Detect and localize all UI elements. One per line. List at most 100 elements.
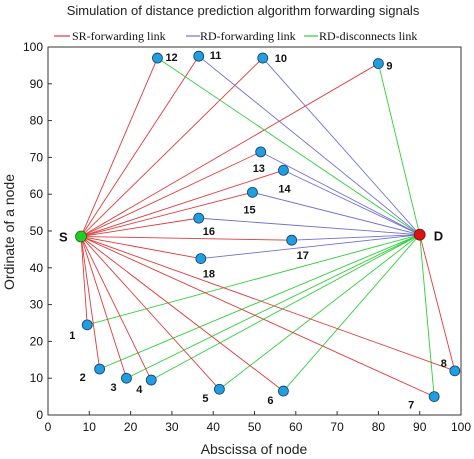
chart-title: Simulation of distance prediction algori… xyxy=(67,3,420,18)
sr-link-line xyxy=(80,169,284,237)
node-point xyxy=(255,146,267,158)
node-point xyxy=(195,253,207,265)
node-point xyxy=(152,52,163,64)
x-tick-label: 100 xyxy=(451,420,471,434)
sr-link-line xyxy=(80,191,253,237)
node-label: 13 xyxy=(253,163,265,175)
y-tick-label: 60 xyxy=(30,187,44,201)
node-label: 1 xyxy=(69,330,75,342)
plot-frame xyxy=(47,46,462,416)
node-label: 5 xyxy=(202,393,208,405)
sr-link-line xyxy=(80,57,264,237)
legend-label-disc: RD-disconnects link xyxy=(319,29,417,43)
node-label: 7 xyxy=(408,400,414,412)
node-label: 15 xyxy=(243,204,255,216)
y-tick-label: 90 xyxy=(30,77,44,91)
sr-link-line xyxy=(80,236,88,325)
sr-link-line xyxy=(80,217,199,237)
rd-link-line xyxy=(283,169,420,236)
sr-link-line xyxy=(80,236,201,260)
sr-link-line xyxy=(81,236,292,241)
y-tick-label: 70 xyxy=(30,150,44,164)
rd-link-line xyxy=(262,57,421,235)
node-point xyxy=(121,372,132,384)
node-point xyxy=(449,365,461,377)
y-tick-label: 80 xyxy=(30,114,44,128)
sr-link-line xyxy=(80,236,127,379)
x-tick-label: 20 xyxy=(124,420,138,434)
sr-link-line xyxy=(80,55,200,237)
x-tick-label: 90 xyxy=(413,420,427,434)
y-tick-label: 20 xyxy=(30,334,44,348)
sr-link-line xyxy=(80,63,379,237)
node-point xyxy=(213,383,225,395)
rd-disconnect-line xyxy=(219,234,420,390)
rd-link-line xyxy=(252,191,420,236)
sr-link-line xyxy=(80,236,101,370)
sr-link-line xyxy=(80,236,152,381)
x-tick-label: 10 xyxy=(83,420,97,434)
node-point xyxy=(257,52,269,64)
node-point xyxy=(428,391,440,403)
sr-link-line xyxy=(80,236,220,390)
sr-link-line xyxy=(80,236,455,372)
y-tick-label: 10 xyxy=(30,371,44,385)
node-label: 16 xyxy=(203,226,215,238)
rd-disconnect-line xyxy=(377,63,421,235)
x-tick-label: 50 xyxy=(248,420,262,434)
source-node-point xyxy=(75,230,87,243)
destination-node-point xyxy=(413,228,426,241)
y-tick-label: 40 xyxy=(30,261,44,275)
rd-link-line xyxy=(200,234,420,260)
node-point xyxy=(145,374,157,386)
x-axis-label: Abscissa of node xyxy=(201,441,308,457)
rd-link-line xyxy=(198,217,420,236)
node-point xyxy=(193,212,205,224)
rd-link-line xyxy=(260,151,420,236)
sr-link-line xyxy=(80,236,435,398)
node-label: 12 xyxy=(165,52,177,64)
node-label: 18 xyxy=(203,269,215,281)
rd-disconnect-line xyxy=(87,234,420,326)
node-point xyxy=(193,50,205,62)
node-point xyxy=(278,164,289,176)
node-point xyxy=(278,385,289,397)
x-tick-label: 40 xyxy=(207,420,221,434)
node-point xyxy=(94,363,106,375)
rd-link-line xyxy=(198,55,420,236)
node-label: 14 xyxy=(278,183,291,195)
x-tick-label: 80 xyxy=(372,420,386,434)
node-label: 11 xyxy=(210,50,222,62)
sr-link-line xyxy=(80,151,261,237)
node-point xyxy=(372,58,384,69)
rd-disconnect-line xyxy=(151,234,420,381)
node-label: 2 xyxy=(80,372,86,384)
sr-link-line xyxy=(80,57,158,237)
node-label: 6 xyxy=(267,395,273,407)
rd-disconnect-line xyxy=(99,234,420,370)
node-label: 4 xyxy=(136,384,143,396)
x-tick-label: 70 xyxy=(330,420,344,434)
y-tick-label: 30 xyxy=(30,298,44,312)
node-label: 10 xyxy=(275,53,287,65)
y-tick-label: 0 xyxy=(36,408,43,422)
x-tick-label: 60 xyxy=(289,420,303,434)
rd-disconnect-line xyxy=(126,234,420,379)
x-tick-label: 0 xyxy=(45,420,52,434)
y-tick-label: 50 xyxy=(30,224,44,238)
chart-legend: SR-forwarding link RD-forwarding link RD… xyxy=(54,29,417,43)
node-point xyxy=(286,234,298,246)
node-label: 8 xyxy=(441,358,447,370)
axis-ticks: 0 10 20 30 40 50 60 70 80 90 100 0 10 20 30 40 50 60 70 80 9… xyxy=(23,40,471,434)
x-tick-label: 30 xyxy=(165,420,179,434)
y-axis-label: Ordinate of a node xyxy=(1,174,17,290)
rd-sr-link-line xyxy=(419,234,456,371)
destination-node-label: D xyxy=(434,229,443,244)
node-point xyxy=(247,186,258,198)
rd-disconnect-line xyxy=(419,234,435,397)
node-label: 17 xyxy=(297,250,309,262)
node-label: 3 xyxy=(110,382,116,394)
node-point xyxy=(81,319,93,331)
